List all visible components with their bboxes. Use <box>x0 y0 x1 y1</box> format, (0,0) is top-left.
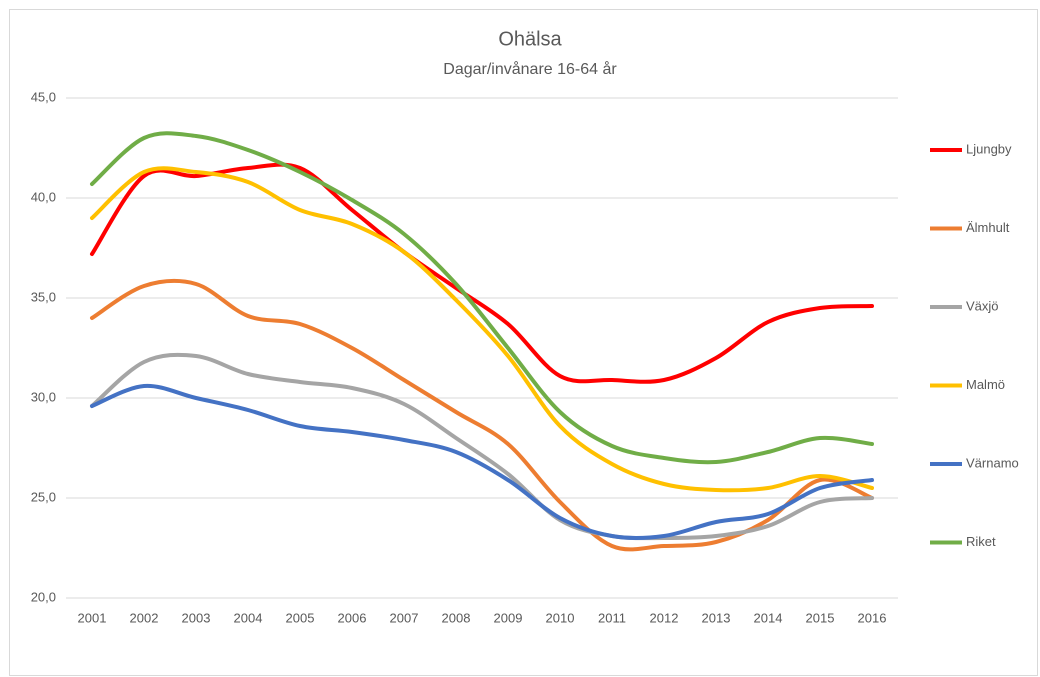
x-tick-label: 2002 <box>130 610 159 625</box>
legend-label: Växjö <box>966 298 999 313</box>
x-tick-label: 2015 <box>806 610 835 625</box>
x-tick-label: 2003 <box>182 610 211 625</box>
series-line <box>90 166 874 493</box>
x-tick-label: 2004 <box>234 610 263 625</box>
x-tick-label: 2016 <box>858 610 887 625</box>
x-tick-label: 2008 <box>442 610 471 625</box>
x-tick-label: 2006 <box>338 610 367 625</box>
x-tick-label: 2001 <box>78 610 107 625</box>
legend-label: Älmhult <box>966 220 1010 235</box>
y-tick-label: 35,0 <box>31 289 56 304</box>
legend-label: Ljungby <box>966 141 1012 156</box>
legend-label: Malmö <box>966 377 1005 392</box>
y-tick-label: 25,0 <box>31 489 56 504</box>
legend-label: Riket <box>966 534 996 549</box>
series-line <box>90 131 874 465</box>
x-tick-label: 2007 <box>390 610 419 625</box>
x-tick-label: 2014 <box>754 610 783 625</box>
series-line <box>90 352 874 541</box>
chart-subtitle: Dagar/invånare 16-64 år <box>443 60 617 78</box>
y-tick-label: 40,0 <box>31 189 56 204</box>
x-tick-label: 2009 <box>494 610 523 625</box>
legend-label: Värnamo <box>966 455 1019 470</box>
x-tick-label: 2010 <box>546 610 575 625</box>
x-tick-label: 2013 <box>702 610 731 625</box>
x-tick-label: 2005 <box>286 610 315 625</box>
x-tick-label: 2011 <box>598 610 626 625</box>
y-tick-label: 30,0 <box>31 389 56 404</box>
x-tick-label: 2012 <box>650 610 679 625</box>
chart-title: Ohälsa <box>498 28 562 50</box>
y-tick-label: 20,0 <box>31 589 56 604</box>
series-line <box>90 383 874 540</box>
y-tick-label: 45,0 <box>31 89 56 104</box>
